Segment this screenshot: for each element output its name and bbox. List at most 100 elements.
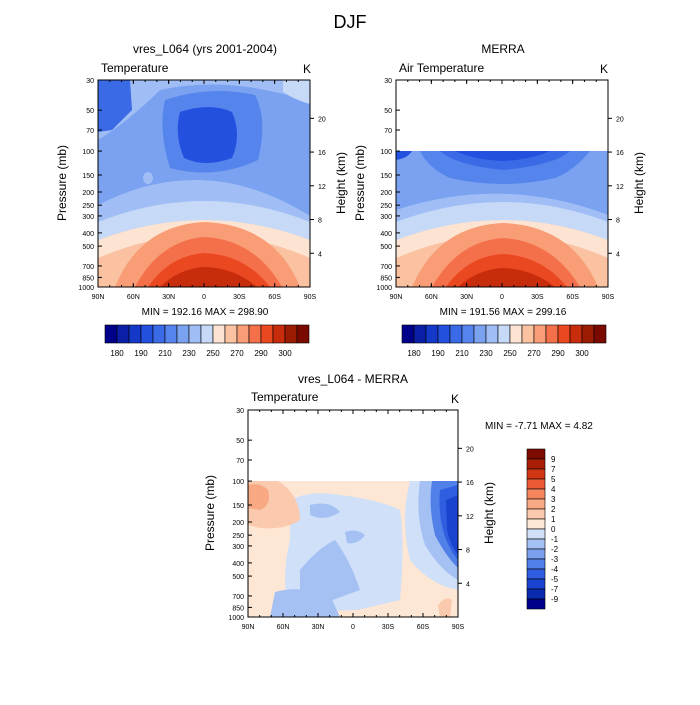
panel-obs-xtick-label: 90N: [390, 294, 403, 301]
panel-obs-colorbar-swatch: [497, 324, 511, 344]
panel-obs-colorbar-swatch: [521, 324, 535, 344]
panel-diff-colorbar-swatch: [526, 568, 546, 580]
panel-obs-colorbar-swatch: [533, 324, 547, 344]
panel-obs-ytick-label: 200: [380, 190, 392, 197]
panel-diff-colorbar-swatch: [526, 528, 546, 540]
panel-model-ytick-label: 50: [86, 108, 94, 115]
panel-model-colorbar-label: 230: [182, 349, 196, 358]
panel-obs-colorbar-swatch: [593, 324, 607, 344]
panel-obs-xtick-label: 60N: [425, 294, 438, 301]
panel-obs-ytick-label: 30: [384, 78, 392, 85]
panel-obs-ytick-label: 250: [380, 203, 392, 210]
panel-diff-colorbar-swatch: [526, 508, 546, 520]
panel-obs-xtick-label: 60S: [566, 294, 579, 301]
panel-model-colorbar-swatch: [200, 324, 214, 344]
panel-model-xtick-label: 60S: [268, 294, 281, 301]
panel-obs-ytick-label: 850: [380, 275, 392, 282]
panel-diff-colorbar-label: -5: [551, 575, 559, 584]
panel-diff-ytick-label: 70: [236, 458, 244, 465]
panel-diff-ytick-label: 1000: [228, 615, 244, 622]
panel-diff-height-label: Height (km): [482, 482, 496, 544]
panel-obs-height-tick-label: 4: [616, 251, 620, 258]
panel-model-ytick-label: 200: [82, 190, 94, 197]
panel-model-height-tick-label: 12: [318, 184, 326, 191]
panel-obs-colorbar: 180 190 210 230 250 270 290 300: [401, 324, 607, 358]
panel-obs-colorbar-swatch: [461, 324, 475, 344]
panel-model-ylabel: Pressure (mb): [55, 145, 69, 221]
panel-obs-colorbar-swatch: [425, 324, 439, 344]
panel-diff-xtick-label: 90N: [242, 624, 255, 631]
panel-model-colorbar-swatch: [224, 324, 238, 344]
panel-model-colorbar-swatch: [128, 324, 142, 344]
panel-model-xtick-label: 90S: [304, 294, 317, 301]
panel-diff-colorbar-swatch: [526, 478, 546, 490]
panel-obs-colorbar-label: 180: [407, 349, 421, 358]
panel-diff-colorbar-label: 0: [551, 525, 556, 534]
panel-model-colorbar: 180 190 210 230 250 270 290 300: [104, 324, 310, 358]
panel-obs-colorbar-swatch: [413, 324, 427, 344]
panel-obs-colorbar-swatch: [581, 324, 595, 344]
panel-diff-colorbar-swatch: [526, 578, 546, 590]
panel-model-ytick-label: 700: [82, 264, 94, 271]
panel-obs: MERRA Air Temperature K Pressure (mb) He…: [353, 42, 646, 358]
panel-model-colorbar-swatch: [152, 324, 166, 344]
panel-model-colorbar-swatch: [176, 324, 190, 344]
panel-diff-xtick-label: 30N: [312, 624, 325, 631]
panel-model-colorbar-swatch: [188, 324, 202, 344]
panel-obs-height-tick-label: 8: [616, 218, 620, 225]
panel-model-height-tick-label: 8: [318, 218, 322, 225]
panel-obs-ytick-label: 1000: [376, 285, 392, 292]
panel-model-colorbar-swatch: [296, 324, 310, 344]
panel-diff-xtick-label: 30S: [382, 624, 395, 631]
panel-diff-field: [248, 481, 458, 617]
panel-diff-colorbar-label: -7: [551, 585, 559, 594]
panel-obs-ytick-label: 150: [380, 173, 392, 180]
panel-obs-unit: K: [600, 62, 608, 76]
panel-diff-unit: K: [451, 392, 459, 406]
panel-model-ytick-label: 500: [82, 244, 94, 251]
panel-diff-colorbar-label: -2: [551, 545, 559, 554]
panel-diff-colorbar-swatch: [526, 468, 546, 480]
panel-obs-ytick-label: 400: [380, 231, 392, 238]
panel-diff-colorbar-label: 4: [551, 485, 556, 494]
panel-diff-ytick-label: 250: [232, 533, 244, 540]
panel-model-xtick-label: 60N: [127, 294, 140, 301]
panel-obs-colorbar-label: 250: [503, 349, 517, 358]
panel-diff-height-tick-label: 20: [466, 446, 474, 453]
panel-diff-colorbar-label: 5: [551, 475, 556, 484]
panel-diff-height-tick-label: 16: [466, 480, 474, 487]
panel-diff-colorbar-swatch: [526, 448, 546, 460]
figure-title: DJF: [334, 12, 367, 32]
panel-obs-colorbar-swatch: [545, 324, 559, 344]
panel-diff-xtick-label: 60N: [277, 624, 290, 631]
panel-obs-colorbar-swatch: [485, 324, 499, 344]
panel-model-colorbar-swatch: [284, 324, 298, 344]
panel-obs-colorbar-label: 210: [455, 349, 469, 358]
panel-diff-xtick-label: 0: [351, 624, 355, 631]
panel-diff-colorbar-swatch: [526, 458, 546, 470]
panel-diff-ytick-label: 300: [232, 544, 244, 551]
panel-diff-height-tick-label: 8: [466, 548, 470, 555]
panel-obs-colorbar-label: 190: [431, 349, 445, 358]
panel-model-colorbar-swatch: [104, 324, 118, 344]
panel-model-colorbar-label: 180: [110, 349, 124, 358]
panel-obs-minmax: MIN = 191.56 MAX = 299.16: [440, 307, 567, 318]
panel-diff-colorbar-label: -4: [551, 565, 559, 574]
panel-diff-colorbar-label: 9: [551, 455, 556, 464]
panel-obs-ytick-label: 50: [384, 108, 392, 115]
panel-diff: vres_L064 - MERRA Temperature K Pressure…: [203, 372, 593, 631]
panel-diff-ylabel: Pressure (mb): [203, 475, 217, 551]
panel-model-colorbar-swatch: [164, 324, 178, 344]
panel-obs-ytick-label: 100: [380, 149, 392, 156]
panel-model-ytick-label: 100: [82, 149, 94, 156]
panel-model-colorbar-swatch: [236, 324, 250, 344]
panel-diff-ytick-label: 700: [232, 594, 244, 601]
panel-model-ytick-label: 850: [82, 275, 94, 282]
panel-obs-colorbar-swatch: [569, 324, 583, 344]
panel-model-unit: K: [303, 62, 311, 76]
panel-obs-height-label: Height (km): [632, 152, 646, 214]
panel-diff-ytick-label: 100: [232, 479, 244, 486]
panel-obs-xtick-label: 0: [500, 294, 504, 301]
panel-model-colorbar-label: 270: [230, 349, 244, 358]
